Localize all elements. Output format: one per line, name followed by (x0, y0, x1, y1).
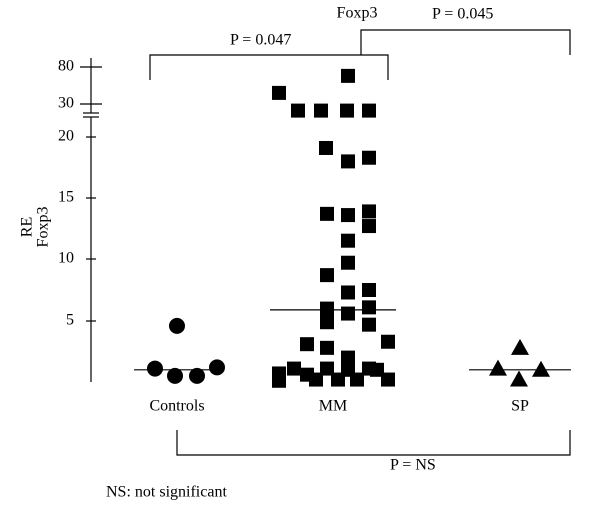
dot (370, 362, 384, 377)
y-tick-label: 80 (58, 58, 74, 75)
dot (320, 268, 334, 283)
dot (510, 370, 528, 387)
x-tick-label: SP (511, 398, 529, 415)
dot (362, 300, 376, 315)
dot (341, 68, 355, 83)
dot (341, 285, 355, 300)
y-tick-label: 10 (58, 250, 74, 267)
dot (362, 317, 376, 332)
y-tick-label: 5 (66, 312, 74, 329)
dot (320, 206, 334, 221)
bracket (176, 430, 571, 456)
annotation: P = 0.047 (230, 32, 291, 49)
chart-title: Foxp3 (337, 5, 378, 22)
dot (362, 150, 376, 165)
dot (147, 360, 163, 377)
dot (331, 372, 345, 387)
dot (291, 103, 305, 118)
dot (511, 338, 529, 355)
dot (362, 283, 376, 297)
dot (381, 334, 395, 349)
dot (341, 255, 355, 270)
dot (340, 103, 354, 118)
y-axis-label: RE Foxp3 (19, 207, 52, 248)
dot (362, 219, 376, 234)
dot (272, 85, 286, 100)
dot (350, 372, 364, 387)
dot (362, 204, 376, 219)
x-tick-label: MM (319, 398, 347, 415)
dot (341, 233, 355, 248)
y-label: RE (19, 217, 36, 237)
dot (532, 360, 550, 377)
annotation: P = NS (390, 457, 436, 474)
y-label-sub: Foxp3 (35, 207, 52, 248)
dot (341, 350, 355, 365)
footnote: NS: not significant (106, 484, 227, 501)
dot (320, 315, 334, 330)
dot (287, 361, 301, 376)
dot (314, 103, 328, 118)
dot (489, 359, 507, 376)
dot (309, 372, 323, 387)
annotation: P = 0.045 (432, 6, 493, 23)
dot (341, 306, 355, 321)
dot (167, 367, 183, 384)
dot (362, 103, 376, 118)
dot (381, 372, 395, 387)
dot (341, 154, 355, 169)
dot (300, 337, 314, 352)
dot (169, 317, 185, 334)
bracket (360, 29, 571, 55)
y-tick-label: 30 (58, 95, 74, 112)
x-tick-label: Controls (149, 398, 204, 415)
dot (320, 340, 334, 355)
dot (319, 140, 333, 155)
dot (320, 301, 334, 316)
dot (189, 367, 205, 384)
dot (341, 208, 355, 223)
y-tick-label: 15 (58, 189, 74, 206)
bracket (149, 54, 389, 80)
y-tick-label: 20 (58, 128, 74, 145)
dot (320, 361, 334, 376)
dot (209, 359, 225, 376)
dot (272, 373, 286, 388)
